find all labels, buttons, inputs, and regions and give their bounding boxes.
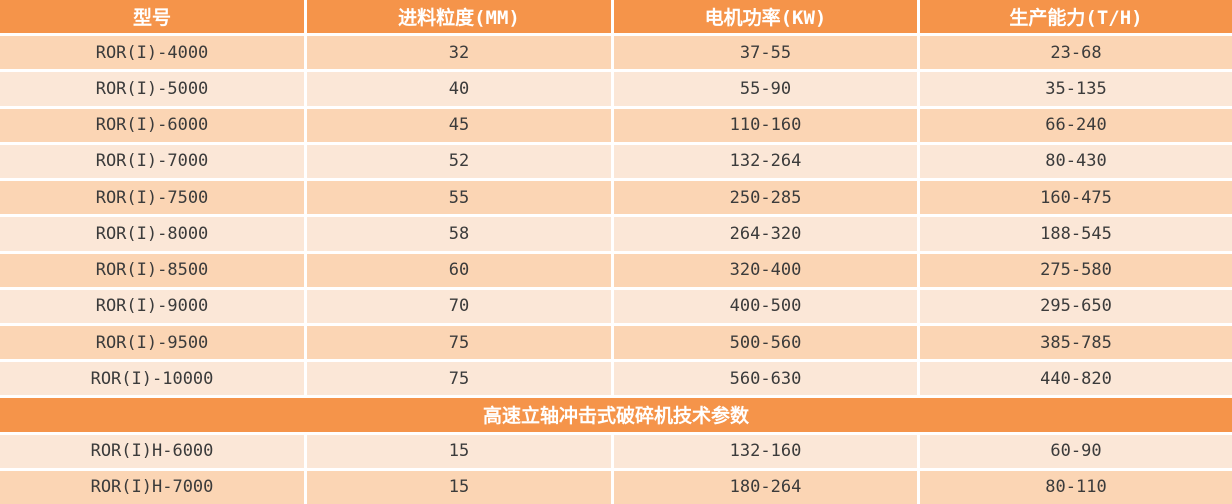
capacity-cell: 60-90 bbox=[920, 434, 1232, 468]
column-header: 电机功率(KW) bbox=[614, 0, 917, 34]
section-header-row: 高速立轴冲击式破碎机技术参数 bbox=[0, 398, 1232, 432]
model-cell: ROR(I)-6000 bbox=[0, 108, 304, 142]
motor-power-cell: 560-630 bbox=[614, 362, 917, 396]
table-row: ROR(I)H-7000 15 180-264 80-110 bbox=[0, 470, 1232, 504]
capacity-cell: 160-475 bbox=[920, 181, 1232, 215]
table-row: ROR(I)-6000 45 110-160 66-240 bbox=[0, 108, 1232, 142]
feed-size-cell: 45 bbox=[307, 108, 611, 142]
motor-power-cell: 132-264 bbox=[614, 144, 917, 179]
feed-size-cell: 32 bbox=[307, 36, 611, 70]
table-row: ROR(I)-9000 70 400-500 295-650 bbox=[0, 289, 1232, 323]
motor-power-cell: 500-560 bbox=[614, 325, 917, 360]
capacity-cell: 188-545 bbox=[920, 217, 1232, 251]
column-header: 进料粒度(MM) bbox=[307, 0, 611, 34]
motor-power-cell: 37-55 bbox=[614, 36, 917, 70]
table-row: ROR(I)-7500 55 250-285 160-475 bbox=[0, 181, 1232, 215]
model-cell: ROR(I)H-6000 bbox=[0, 434, 304, 468]
table-row: ROR(I)-7000 52 132-264 80-430 bbox=[0, 144, 1232, 179]
motor-power-cell: 110-160 bbox=[614, 108, 917, 142]
capacity-cell: 295-650 bbox=[920, 289, 1232, 323]
feed-size-cell: 55 bbox=[307, 181, 611, 215]
section-header-label: 高速立轴冲击式破碎机技术参数 bbox=[482, 405, 749, 428]
table-row: ROR(I)-8000 58 264-320 188-545 bbox=[0, 217, 1232, 251]
capacity-cell: 440-820 bbox=[920, 362, 1232, 396]
feed-size-cell: 75 bbox=[307, 362, 611, 396]
capacity-cell: 80-110 bbox=[920, 470, 1232, 504]
model-cell: ROR(I)-9500 bbox=[0, 325, 304, 360]
table-row: ROR(I)-5000 40 55-90 35-135 bbox=[0, 72, 1232, 106]
feed-size-cell: 75 bbox=[307, 325, 611, 360]
capacity-cell: 35-135 bbox=[920, 72, 1232, 106]
capacity-cell: 385-785 bbox=[920, 325, 1232, 360]
table-row: ROR(I)-10000 75 560-630 440-820 bbox=[0, 362, 1232, 396]
model-cell: ROR(I)H-7000 bbox=[0, 470, 304, 504]
column-header: 型号 bbox=[0, 0, 304, 34]
motor-power-cell: 264-320 bbox=[614, 217, 917, 251]
table-row: ROR(I)-8500 60 320-400 275-580 bbox=[0, 253, 1232, 287]
capacity-cell: 23-68 bbox=[920, 36, 1232, 70]
column-header: 生产能力(T/H) bbox=[920, 0, 1232, 34]
model-cell: ROR(I)-7500 bbox=[0, 181, 304, 215]
feed-size-cell: 58 bbox=[307, 217, 611, 251]
model-cell: ROR(I)-4000 bbox=[0, 36, 304, 70]
capacity-cell: 80-430 bbox=[920, 144, 1232, 179]
model-cell: ROR(I)-7000 bbox=[0, 144, 304, 179]
table-row: ROR(I)H-6000 15 132-160 60-90 bbox=[0, 434, 1232, 468]
feed-size-cell: 70 bbox=[307, 289, 611, 323]
model-cell: ROR(I)-5000 bbox=[0, 72, 304, 106]
capacity-cell: 66-240 bbox=[920, 108, 1232, 142]
motor-power-cell: 400-500 bbox=[614, 289, 917, 323]
model-cell: ROR(I)-9000 bbox=[0, 289, 304, 323]
feed-size-cell: 60 bbox=[307, 253, 611, 287]
motor-power-cell: 250-285 bbox=[614, 181, 917, 215]
model-cell: ROR(I)-8500 bbox=[0, 253, 304, 287]
capacity-cell: 275-580 bbox=[920, 253, 1232, 287]
table-row: ROR(I)-9500 75 500-560 385-785 bbox=[0, 325, 1232, 360]
model-cell: ROR(I)-10000 bbox=[0, 362, 304, 396]
feed-size-cell: 15 bbox=[307, 434, 611, 468]
motor-power-cell: 132-160 bbox=[614, 434, 917, 468]
feed-size-cell: 15 bbox=[307, 470, 611, 504]
table-row: ROR(I)-4000 32 37-55 23-68 bbox=[0, 36, 1232, 70]
feed-size-cell: 40 bbox=[307, 72, 611, 106]
motor-power-cell: 55-90 bbox=[614, 72, 917, 106]
table-header-row: 型号 进料粒度(MM) 电机功率(KW) 生产能力(T/H) bbox=[0, 0, 1232, 34]
motor-power-cell: 180-264 bbox=[614, 470, 917, 504]
model-cell: ROR(I)-8000 bbox=[0, 217, 304, 251]
feed-size-cell: 52 bbox=[307, 144, 611, 179]
motor-power-cell: 320-400 bbox=[614, 253, 917, 287]
